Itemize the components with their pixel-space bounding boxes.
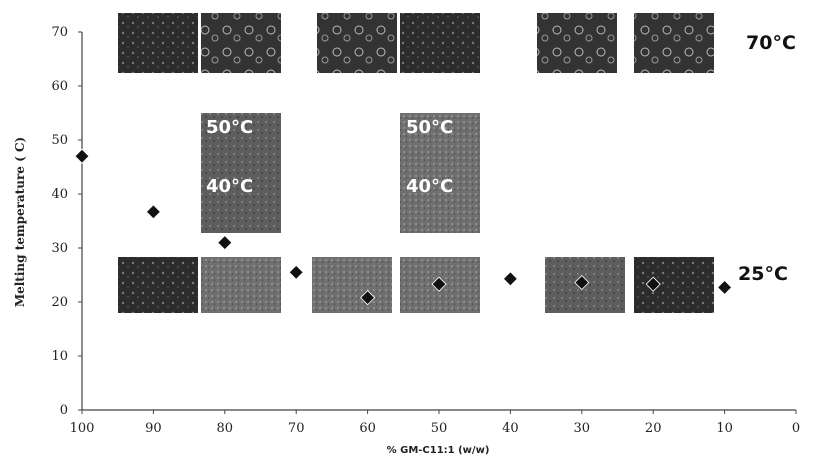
x-tick-label: 40 <box>502 421 519 436</box>
x-tick-label: 70 <box>288 421 305 436</box>
micrograph-image <box>312 257 392 313</box>
data-point <box>574 274 590 291</box>
x-tick-label: 90 <box>145 421 162 436</box>
micrograph-image <box>201 13 281 73</box>
data-point <box>217 235 233 251</box>
y-tick-label: 40 <box>51 187 68 202</box>
x-axis-ticks: 100 90 80 70 60 50 40 30 20 10 0 <box>70 410 800 436</box>
y-axis-title: Melting temperature ( C) <box>13 137 27 307</box>
data-point <box>645 276 661 292</box>
y-tick-label: 70 <box>51 25 68 40</box>
temperature-label-25c: 25°C <box>738 263 788 285</box>
micrograph-image <box>634 13 714 73</box>
y-tick-label: 50 <box>51 133 68 148</box>
x-tick-label: 0 <box>792 421 800 436</box>
inset-label-50c-right: 50°C <box>406 117 453 138</box>
data-point <box>717 279 733 295</box>
micrograph-image <box>118 13 198 73</box>
data-point <box>145 204 161 220</box>
micrograph-image <box>201 113 281 233</box>
micrograph-insets <box>118 13 714 313</box>
x-tick-label: 30 <box>574 421 591 436</box>
y-tick-label: 30 <box>51 241 68 256</box>
data-points <box>74 148 733 306</box>
micrograph-image <box>634 257 714 313</box>
micrograph-image <box>400 113 480 233</box>
data-point <box>502 271 518 287</box>
data-point <box>431 276 447 292</box>
inset-label-40c-right: 40°C <box>406 176 453 197</box>
inset-label-50c-left: 50°C <box>206 117 253 138</box>
micrograph-image <box>317 13 397 73</box>
x-tick-label: 10 <box>716 421 733 436</box>
micrograph-image <box>118 257 198 313</box>
micrograph-image <box>201 257 281 313</box>
data-point <box>288 264 304 280</box>
y-tick-label: 20 <box>51 295 68 310</box>
x-tick-label: 60 <box>359 421 376 436</box>
y-axis-ticks: 0 10 20 30 40 50 60 70 <box>51 25 82 418</box>
data-point <box>74 148 90 164</box>
y-tick-label: 0 <box>60 403 68 418</box>
x-tick-label: 100 <box>70 421 95 436</box>
micrograph-image <box>537 13 617 73</box>
y-tick-label: 60 <box>51 79 68 94</box>
temperature-label-70c: 70°C <box>746 32 796 54</box>
data-point <box>360 290 376 306</box>
x-axis-title: % GM-C11:1 (w/w) <box>387 445 490 456</box>
x-tick-label: 50 <box>431 421 448 436</box>
x-tick-label: 80 <box>217 421 234 436</box>
x-tick-label: 20 <box>645 421 662 436</box>
inset-label-40c-left: 40°C <box>206 176 253 197</box>
y-tick-label: 10 <box>51 349 68 364</box>
micrograph-image <box>400 13 480 73</box>
